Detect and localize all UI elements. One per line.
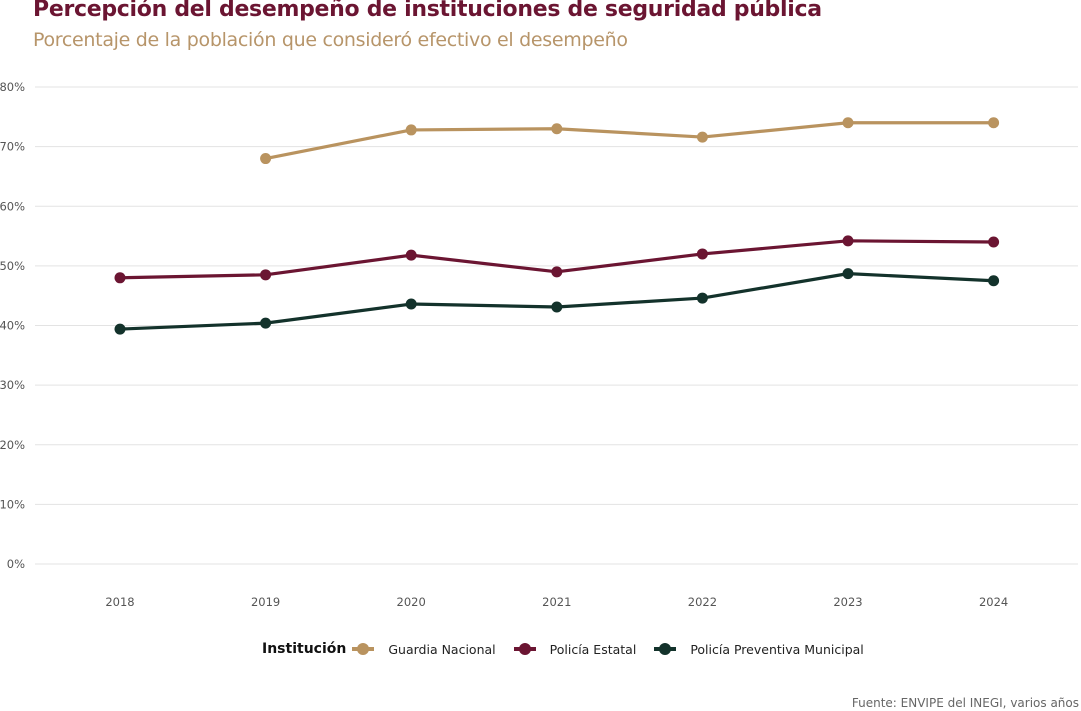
x-tick-label: 2023 [833,595,862,609]
data-point [988,275,1000,287]
x-tick-label: 2018 [105,595,134,609]
series-group [114,117,1000,335]
chart-title: Percepción del desempeño de institucione… [33,0,822,22]
data-point [696,131,708,143]
y-axis-ticks: 0% 10% 20% 30% 40% 50% 60% 70% 80% [0,80,25,571]
y-tick-label: 40% [0,319,25,333]
data-point [842,235,854,247]
data-point [988,236,1000,248]
data-point [842,268,854,280]
data-point [842,117,854,129]
x-tick-label: 2019 [251,595,280,609]
y-tick-label: 60% [0,199,25,213]
x-tick-label: 2021 [542,595,571,609]
data-point [551,266,563,278]
y-tick-label: 70% [0,140,25,154]
data-point [260,269,272,281]
legend-swatch-icon [352,643,375,655]
data-point [696,248,708,260]
data-point [260,153,272,165]
legend-swatch-icon [513,643,536,655]
legend-label: Policía Estatal [549,641,637,657]
data-point [114,323,126,335]
data-point [551,123,563,135]
series-policia-estatal [114,235,1000,284]
gridlines [35,86,1078,565]
data-point [988,117,1000,129]
y-tick-label: 80% [0,80,25,94]
series-policia-preventiva-municipal [114,268,1000,335]
x-axis-ticks: 2018 2019 2020 2021 2022 2023 2024 [105,595,1008,609]
x-tick-label: 2024 [979,595,1008,609]
legend-title: Institución [262,641,347,657]
series-guardia-nacional [260,117,1000,165]
chart-subtitle: Porcentaje de la población que consideró… [33,29,628,51]
series-line [265,121,994,161]
data-point [114,272,126,284]
legend: Institución Guardia Nacional Policía Esta… [262,641,882,657]
series-line [119,272,994,331]
legend-label: Guardia Nacional [388,641,496,657]
legend-item: Policía Estatal [513,641,637,657]
y-tick-label: 20% [0,438,25,452]
legend-swatch-icon [654,643,677,655]
y-tick-label: 10% [0,497,25,511]
data-point [551,301,563,313]
y-tick-label: 0% [7,557,25,571]
y-tick-label: 30% [0,378,25,392]
source-note: Fuente: ENVIPE del INEGI, varios años [851,696,1079,710]
x-tick-label: 2020 [397,595,426,609]
data-point [405,298,417,310]
legend-items: Guardia Nacional Policía Estatal Policía P… [352,642,881,657]
legend-item: Policía Preventiva Municipal [654,641,864,657]
legend-item: Guardia Nacional [352,641,496,657]
data-point [405,249,417,261]
data-point [696,292,708,304]
data-point [405,124,417,136]
data-point [260,317,272,329]
x-tick-label: 2022 [688,595,717,609]
y-tick-label: 50% [0,259,25,273]
legend-label: Policía Preventiva Municipal [690,641,864,657]
